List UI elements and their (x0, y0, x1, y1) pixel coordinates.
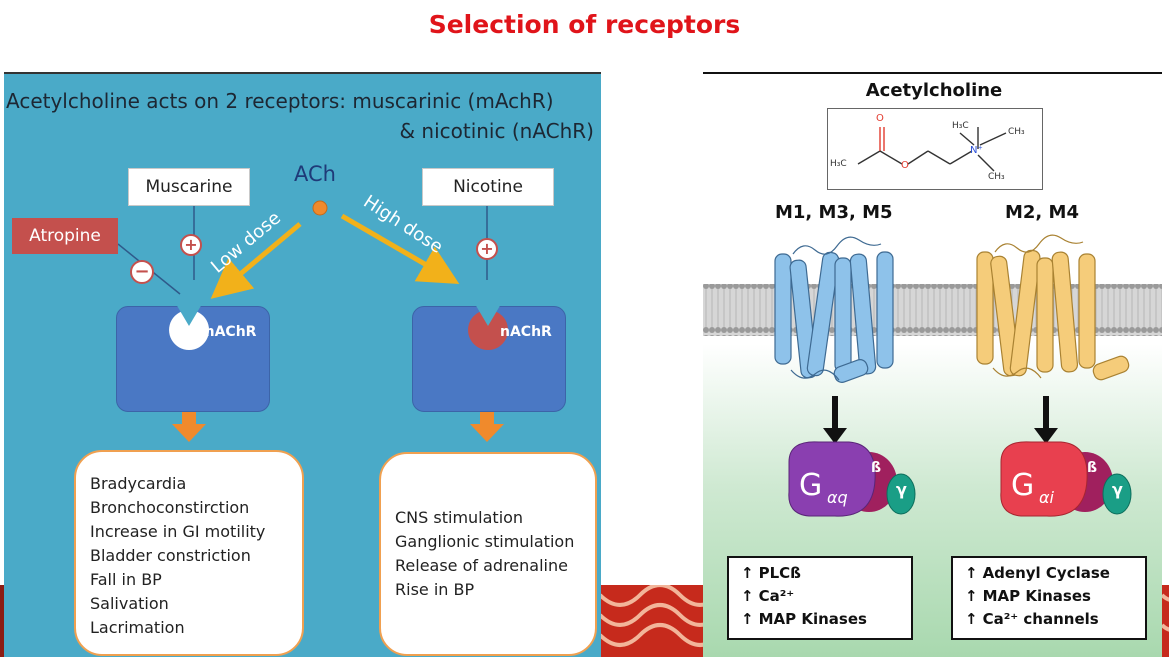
group2-effects-box: Adenyl Cyclase MAP Kinases Ca²⁺ channels (951, 556, 1147, 640)
g1-subunit-label: αq (827, 488, 848, 507)
g2-beta-label: ß (1087, 460, 1098, 476)
panel-heading: Acetylcholine acts on 2 receptors: musca… (6, 86, 594, 146)
g1-g-label: G (799, 468, 823, 503)
effect-item: MAP Kinases (741, 608, 899, 631)
heading-line-1: Acetylcholine acts on 2 receptors: musca… (6, 89, 554, 113)
nicotine-plus-icon: + (476, 238, 498, 260)
g2-gamma-label: γ (1112, 480, 1123, 499)
ch3-bottom-label: CH₃ (988, 172, 1005, 182)
effect-item: Bladder constriction (90, 546, 251, 565)
effect-item: Lacrimation (90, 618, 185, 637)
effect-item: Fall in BP (90, 570, 162, 589)
membrane-receptors-illustration (703, 234, 1162, 517)
atropine-minus-icon: − (130, 260, 154, 284)
muscarine-box: Muscarine (128, 168, 250, 206)
receptor-binding-sites (169, 304, 509, 350)
cholinergic-receptor-panel: Acetylcholine acts on 2 receptors: musca… (4, 72, 601, 657)
low-dose-arrow (210, 222, 302, 299)
g2-g-label: G (1011, 468, 1035, 503)
effect-item: Ca²⁺ (741, 585, 899, 608)
g2-subunit-label: αi (1039, 488, 1054, 507)
atropine-box: Atropine (12, 218, 118, 254)
effect-item: MAP Kinases (965, 585, 1133, 608)
m1-m3-m5-receptor (774, 236, 894, 383)
effect-item: Ca²⁺ channels (965, 608, 1133, 631)
group1-signal-shaft (832, 396, 838, 430)
h3c-left-label: H₃C (830, 159, 847, 169)
group2-signal-head (1034, 428, 1058, 444)
g1-gamma-label: γ (896, 480, 907, 499)
slide-title: Selection of receptors (428, 10, 741, 39)
ach-molecule-dot (312, 200, 328, 216)
nachr-signal-head (470, 424, 504, 442)
machr-label: mAChR (200, 324, 257, 340)
high-dose-arrow (340, 213, 460, 285)
carbonyl-oxygen-label: O (876, 113, 884, 124)
heading-line-2: & nicotinic (nAChR) (399, 119, 594, 143)
nicotinic-effects-box: CNS stimulation Ganglionic stimulation R… (379, 452, 597, 656)
effect-item: Ganglionic stimulation (395, 532, 575, 551)
group1-effects-box: PLCß Ca²⁺ MAP Kinases (727, 556, 913, 640)
acetylcholine-skeletal-formula (857, 127, 1007, 172)
muscarine-plus-icon: + (180, 234, 202, 256)
effect-item: Increase in GI motility (90, 522, 266, 541)
ch3-top-label: CH₃ (1008, 127, 1025, 137)
ester-oxygen-label: O (901, 160, 909, 171)
molecule-title: Acetylcholine (865, 80, 1003, 101)
effect-item: PLCß (741, 562, 899, 585)
group2-title: M2, M4 (1005, 202, 1079, 223)
effect-item: Bradycardia (90, 474, 187, 493)
effect-item: Rise in BP (395, 580, 475, 599)
m2-m4-receptor (976, 234, 1130, 381)
effect-item: Release of adrenaline (395, 556, 568, 575)
g1-alpha-q-subunit (788, 441, 876, 517)
effect-item: CNS stimulation (395, 508, 524, 527)
nitrogen-label: N⁺ (970, 145, 983, 156)
h3c-top-label: H₃C (952, 121, 969, 131)
ach-label: ACh (294, 162, 336, 186)
machr-signal-head (172, 424, 206, 442)
acetylcholine-structure: H₃C O O N⁺ H₃C CH₃ CH₃ (827, 108, 1043, 190)
g2-gamma-subunit (1102, 473, 1132, 515)
group2-signal-shaft (1043, 396, 1049, 430)
g1-beta-label: ß (871, 460, 882, 476)
nachr-label: nAChR (500, 324, 552, 340)
muscarinic-effects-box: Bradycardia Bronchoconstirction Increase… (74, 450, 304, 656)
muscarinic-subtypes-panel: Acetylcholine H₃C O O N⁺ H₃C CH₃ CH₃ M1 (703, 72, 1162, 657)
group1-signal-head (823, 428, 847, 444)
effect-item: Bronchoconstirction (90, 498, 250, 517)
group1-title: M1, M3, M5 (775, 202, 893, 223)
effect-item: Adenyl Cyclase (965, 562, 1133, 585)
g1-gamma-subunit (886, 473, 916, 515)
effect-item: Salivation (90, 594, 169, 613)
g2-alpha-i-subunit (1000, 441, 1088, 517)
nicotine-box: Nicotine (422, 168, 554, 206)
